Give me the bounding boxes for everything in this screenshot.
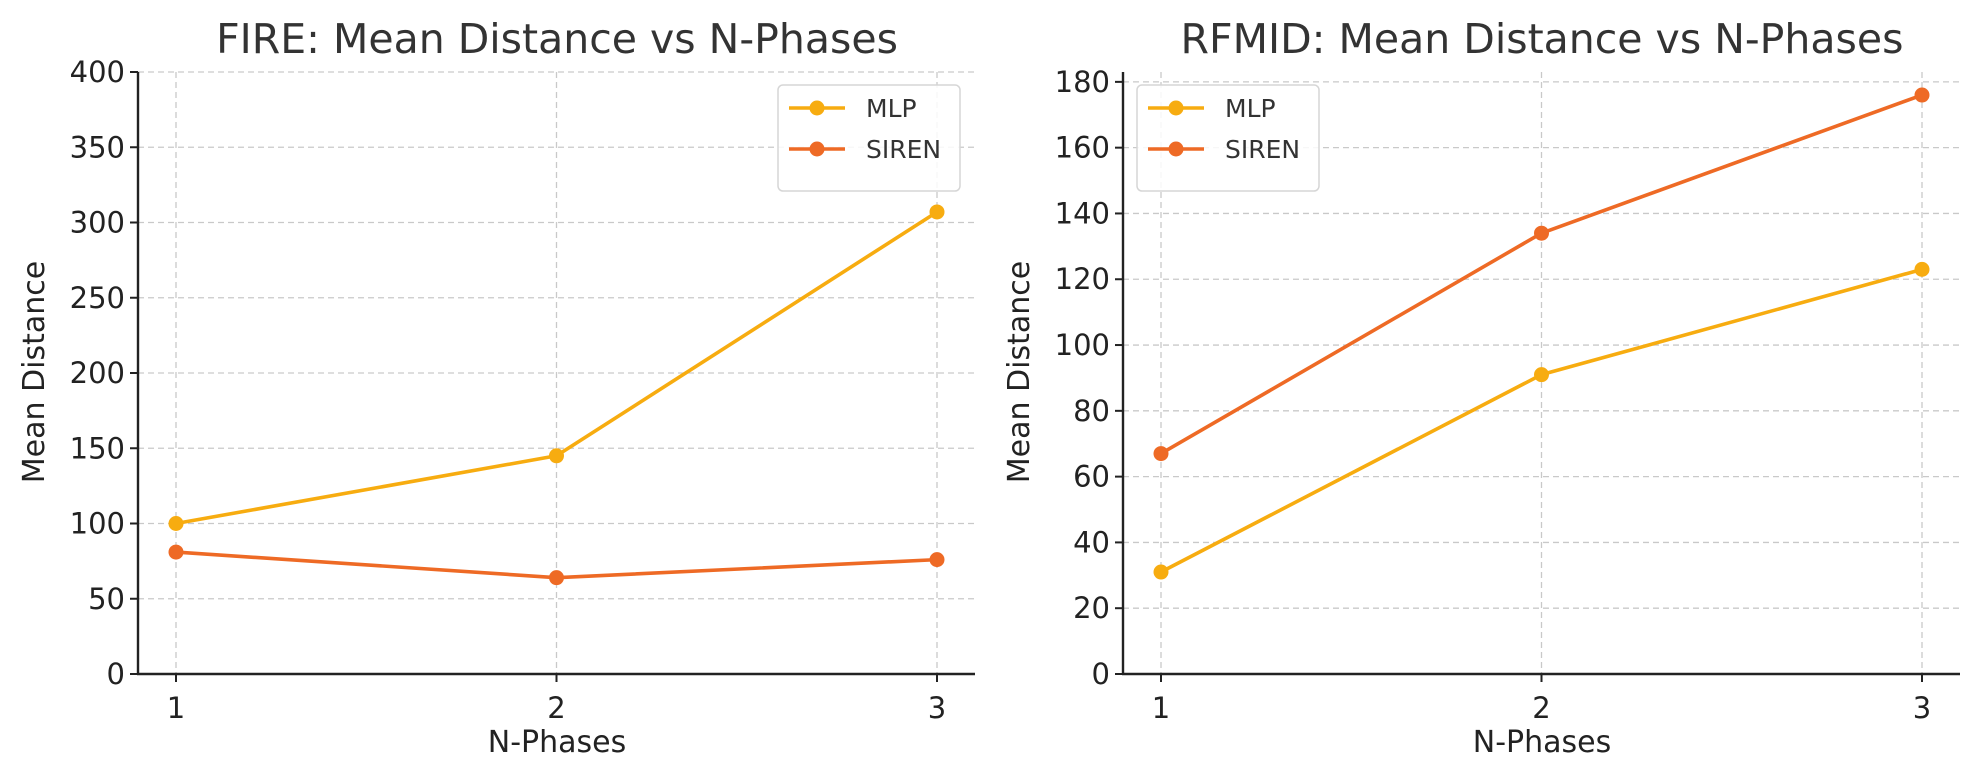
y-tick-label: 60: [1073, 460, 1110, 494]
y-tick-label: 180: [1055, 65, 1110, 99]
legend-marker-siren: [1168, 141, 1184, 157]
chart-fire: FIRE: Mean Distance vs N-Phases N-Phases…: [17, 15, 975, 760]
chart-rfmid: RFMID: Mean Distance vs N-Phases N-Phase…: [1002, 15, 1960, 760]
y-tick-label: 250: [70, 281, 125, 315]
chart-title: FIRE: Mean Distance vs N-Phases: [216, 15, 898, 63]
data-point-mlp: [168, 516, 184, 531]
y-tick-label: 200: [70, 356, 125, 390]
chart-title: RFMID: Mean Distance vs N-Phases: [1181, 15, 1904, 63]
y-tick-label: 400: [70, 55, 125, 89]
y-tick-label: 160: [1055, 131, 1110, 165]
data-point-mlp: [1534, 367, 1549, 383]
data-point-siren: [1153, 446, 1169, 462]
y-tick-label: 0: [107, 657, 125, 691]
data-point-mlp: [1914, 261, 1930, 277]
legend: MLP SIREN: [777, 84, 961, 192]
data-point-mlp: [929, 204, 945, 220]
y-tick-label: 120: [1055, 262, 1110, 296]
legend-marker-siren: [809, 141, 825, 157]
data-point-siren: [1534, 225, 1549, 241]
x-tick-label: 1: [167, 691, 185, 725]
y-tick-label: 100: [70, 507, 125, 541]
y-tick-label: 20: [1073, 591, 1110, 625]
y-tick-label: 150: [70, 431, 125, 465]
legend-label-mlp: MLP: [1225, 94, 1276, 123]
y-tick-label: 100: [1055, 328, 1110, 362]
x-tick-label: 2: [1532, 691, 1550, 725]
x-tick-label: 3: [928, 691, 946, 725]
data-point-siren: [549, 570, 564, 586]
y-tick-label: 80: [1073, 394, 1110, 428]
x-tick-label: 3: [1913, 691, 1931, 725]
y-tick-label: 40: [1073, 525, 1110, 559]
legend-label-siren: SIREN: [866, 135, 941, 164]
data-point-siren: [1914, 87, 1930, 103]
data-point-siren: [168, 544, 184, 560]
y-tick-label: 0: [1092, 657, 1110, 691]
legend-label-mlp: MLP: [866, 94, 917, 123]
x-tick-label: 2: [547, 691, 565, 725]
y-tick-label: 50: [88, 582, 125, 616]
y-tick-label: 300: [70, 206, 125, 240]
data-point-mlp: [549, 448, 564, 464]
y-axis-label: Mean Distance: [17, 261, 52, 483]
x-axis-label: N-Phases: [488, 725, 626, 760]
y-axis-label: Mean Distance: [1002, 261, 1037, 483]
y-tick-label: 140: [1055, 196, 1110, 230]
legend-label-siren: SIREN: [1225, 135, 1300, 164]
y-tick-label: 350: [70, 130, 125, 164]
legend-marker-mlp: [1168, 100, 1184, 116]
data-point-siren: [929, 552, 945, 568]
x-tick-label: 1: [1152, 691, 1170, 725]
data-point-mlp: [1153, 564, 1169, 580]
legend-marker-mlp: [809, 100, 825, 116]
legend: MLP SIREN: [1136, 84, 1320, 192]
x-axis-label: N-Phases: [1473, 725, 1611, 760]
